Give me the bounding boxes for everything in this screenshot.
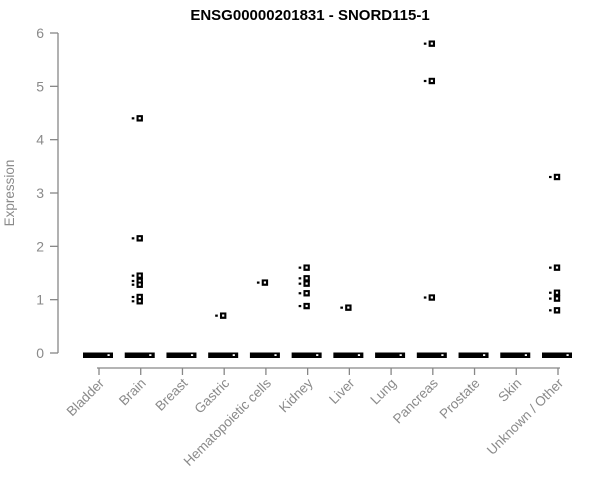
data-point-center bbox=[305, 304, 308, 308]
data-point-center bbox=[430, 42, 433, 45]
data-point-center bbox=[555, 175, 559, 178]
zero-cluster-bar-highlight bbox=[232, 354, 235, 356]
data-point-center bbox=[305, 277, 308, 280]
x-tick-label: Lung bbox=[367, 376, 399, 408]
data-point-center bbox=[138, 300, 141, 303]
data-point-center bbox=[138, 237, 141, 240]
zero-cluster-bar-highlight bbox=[524, 354, 527, 356]
data-point-dash bbox=[549, 291, 552, 294]
data-point-center bbox=[138, 279, 141, 282]
x-tick-label: Unknown / Other bbox=[484, 375, 567, 458]
zero-cluster-bar bbox=[166, 352, 197, 358]
y-tick-label: 1 bbox=[36, 292, 44, 308]
data-point-dash bbox=[131, 295, 135, 299]
y-tick-label: 0 bbox=[36, 345, 44, 361]
zero-cluster-bar bbox=[542, 352, 572, 358]
data-point-center bbox=[347, 306, 350, 309]
zero-cluster-bar-highlight bbox=[107, 354, 110, 356]
data-point-dash bbox=[256, 281, 260, 284]
x-tick-label: Pancreas bbox=[390, 375, 441, 426]
data-point-dash bbox=[131, 274, 135, 277]
data-point-center bbox=[430, 79, 433, 82]
zero-cluster-bar-highlight bbox=[483, 354, 486, 356]
data-point-dash bbox=[298, 304, 302, 308]
zero-cluster-bar bbox=[249, 352, 280, 358]
zero-cluster-bar-highlight bbox=[190, 354, 194, 356]
data-point-center bbox=[305, 266, 308, 269]
x-tick-label: Liver bbox=[326, 375, 358, 407]
zero-cluster-bar bbox=[500, 352, 531, 358]
data-point-center bbox=[555, 291, 559, 294]
x-tick-label: Skin bbox=[495, 376, 524, 405]
data-point-dash bbox=[131, 237, 135, 240]
zero-cluster-bar bbox=[83, 352, 113, 358]
data-point-dash bbox=[423, 296, 427, 299]
data-point-dash bbox=[549, 297, 552, 300]
y-tick-label: 4 bbox=[36, 132, 44, 148]
data-point-center bbox=[555, 266, 559, 269]
data-point-dash bbox=[340, 306, 343, 309]
y-tick-label: 5 bbox=[36, 78, 44, 94]
zero-cluster-bar bbox=[375, 352, 406, 358]
zero-cluster-bar bbox=[458, 352, 489, 358]
zero-cluster-bar bbox=[208, 352, 239, 358]
data-point-dash bbox=[423, 42, 427, 45]
x-tick-label: Breast bbox=[152, 375, 190, 413]
zero-cluster-bar-highlight bbox=[149, 354, 152, 356]
data-point-dash bbox=[298, 282, 302, 285]
data-point-center bbox=[222, 314, 225, 317]
data-point-dash bbox=[131, 300, 135, 303]
data-point-center bbox=[263, 281, 267, 284]
data-point-dash bbox=[549, 309, 552, 312]
y-tick-label: 3 bbox=[36, 185, 44, 201]
y-axis-title: Expression bbox=[2, 160, 17, 227]
zero-cluster-bar-highlight bbox=[274, 354, 277, 356]
zero-cluster-bar-highlight bbox=[566, 354, 569, 356]
zero-cluster-bar-highlight bbox=[357, 354, 361, 356]
data-point-dash bbox=[131, 283, 135, 286]
data-point-dash bbox=[423, 79, 427, 83]
chart-title: ENSG00000201831 - SNORD115-1 bbox=[190, 7, 430, 24]
data-point-center bbox=[555, 297, 559, 300]
data-point-center bbox=[430, 296, 433, 299]
zero-cluster-bar bbox=[291, 352, 322, 358]
data-point-center bbox=[138, 274, 141, 277]
y-tick-label: 2 bbox=[36, 238, 44, 254]
data-point-center bbox=[555, 309, 559, 312]
x-tick-label: Prostate bbox=[437, 376, 483, 422]
data-point-dash bbox=[549, 175, 552, 179]
zero-cluster-bar-highlight bbox=[441, 354, 444, 356]
data-point-dash bbox=[298, 292, 302, 295]
data-point-dash bbox=[131, 279, 135, 283]
zero-cluster-bar-highlight bbox=[399, 354, 402, 356]
x-tick-label: Gastric bbox=[191, 375, 232, 416]
data-point-center bbox=[138, 117, 141, 120]
data-point-center bbox=[305, 282, 308, 285]
zero-cluster-bar bbox=[124, 352, 155, 358]
data-point-dash bbox=[298, 277, 302, 280]
zero-cluster-bar bbox=[333, 352, 364, 358]
x-tick-label: Brain bbox=[116, 376, 149, 409]
data-point-dash bbox=[215, 314, 218, 317]
data-point-dash bbox=[549, 266, 552, 269]
data-point-dash bbox=[298, 266, 302, 269]
data-point-dash bbox=[131, 117, 135, 120]
data-point-center bbox=[138, 295, 141, 298]
zero-cluster-bar-highlight bbox=[316, 354, 319, 356]
y-tick-label: 6 bbox=[36, 25, 44, 41]
x-tick-label: Bladder bbox=[64, 375, 108, 419]
x-tick-label: Kidney bbox=[276, 375, 316, 415]
zero-cluster-bar bbox=[416, 352, 447, 358]
data-point-center bbox=[138, 283, 141, 286]
data-point-center bbox=[305, 292, 308, 295]
